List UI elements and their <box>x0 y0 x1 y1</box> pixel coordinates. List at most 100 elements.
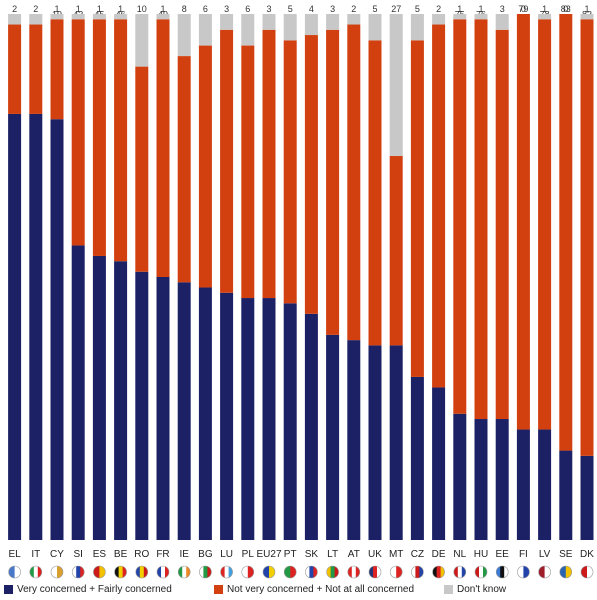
data-label: 0 <box>521 4 526 14</box>
bar-segment <box>368 14 382 41</box>
category-label: PT <box>284 549 297 560</box>
data-label: 5 <box>288 4 293 14</box>
bar-segment <box>71 245 85 540</box>
bar-segment <box>538 14 552 20</box>
bar-segment <box>347 340 361 540</box>
data-label: 1 <box>160 4 165 14</box>
category-label: DK <box>580 549 594 560</box>
data-label: 3 <box>500 4 505 14</box>
bar-segment <box>8 113 22 540</box>
category-label: EL <box>8 549 21 560</box>
legend-label: Very concerned + Fairly concerned <box>17 584 172 595</box>
bar-segment <box>241 45 255 299</box>
flag-outline <box>177 565 191 579</box>
category-label: EE <box>496 549 510 560</box>
data-label: 3 <box>224 4 229 14</box>
bar-segment <box>220 29 234 293</box>
bar-segment <box>29 24 43 114</box>
data-label: 27 <box>391 4 401 14</box>
bar-segment <box>114 19 128 262</box>
category-label: NL <box>453 549 466 560</box>
category-label: LV <box>539 549 551 560</box>
legend-item: Very concerned + Fairly concerned <box>4 584 172 595</box>
bar-segment <box>283 14 297 41</box>
flag-icon <box>517 566 530 578</box>
category-label: ES <box>93 549 107 560</box>
bar-segment <box>114 14 128 20</box>
category-label: IT <box>31 549 40 560</box>
bar-segment <box>432 387 446 540</box>
data-label: 10 <box>137 4 147 14</box>
bar-segment <box>198 14 212 46</box>
flag-icon <box>263 566 275 578</box>
bar-segment <box>220 292 234 540</box>
bar-segment <box>29 113 43 540</box>
data-label: 5 <box>415 4 420 14</box>
bar-segment <box>283 303 297 540</box>
data-label: 1 <box>76 4 81 14</box>
bar-segment <box>453 14 467 20</box>
category-label: SI <box>73 549 82 560</box>
legend-swatch <box>214 585 223 594</box>
flag-icon <box>157 566 169 578</box>
flag-icon <box>538 566 551 578</box>
bar-segment <box>8 14 22 25</box>
bar-segment <box>580 14 594 20</box>
bar-segment <box>559 450 573 540</box>
bar-segment <box>368 40 382 346</box>
category-label: EU27 <box>256 549 281 560</box>
bar-segment <box>368 345 382 540</box>
bar-segment <box>347 14 361 25</box>
bar-segment <box>410 40 424 377</box>
flag-icon <box>347 566 360 578</box>
bar-segment <box>177 56 191 283</box>
category-label: IE <box>179 549 189 560</box>
category-label: BE <box>114 549 128 560</box>
bar-segment <box>410 376 424 540</box>
category-label: HU <box>474 549 488 560</box>
flag-outline <box>389 565 403 579</box>
flag-icon <box>29 566 42 578</box>
bar-segment <box>135 14 149 67</box>
flag-outline <box>135 565 149 579</box>
bar-segment <box>559 14 573 451</box>
bar-segment <box>326 14 340 30</box>
bar-segment <box>432 24 446 388</box>
bar-segment <box>516 429 530 540</box>
data-label: 1 <box>542 4 547 14</box>
flag-outline <box>8 565 21 579</box>
legend-item: Not very concerned + Not at all concerne… <box>214 584 414 595</box>
category-label: LT <box>327 549 338 560</box>
flag-icon <box>114 566 127 578</box>
bar-segment <box>304 313 318 540</box>
bar-segment <box>347 24 361 341</box>
bar-segment <box>29 14 43 25</box>
bar-segment <box>389 14 403 157</box>
flag-icon <box>135 566 148 578</box>
flag-outline <box>580 565 594 579</box>
bar-segment <box>389 156 403 346</box>
bar-segment <box>326 334 340 540</box>
category-label: PL <box>242 549 255 560</box>
category-label: SK <box>305 549 319 560</box>
bar-segment <box>283 40 297 304</box>
bar-segment <box>71 19 85 246</box>
category-label: FR <box>156 549 169 560</box>
bar-segment <box>326 29 340 335</box>
flag-outline <box>156 565 170 579</box>
bar-segment <box>156 19 170 277</box>
bar-segment <box>198 287 212 540</box>
data-label: 3 <box>266 4 271 14</box>
data-label: 6 <box>245 4 250 14</box>
bar-segment <box>538 429 552 540</box>
bar-segment <box>580 455 594 540</box>
bar-segment <box>474 419 488 540</box>
bar-segment <box>495 419 509 540</box>
data-label: 2 <box>33 4 38 14</box>
bar-segment <box>389 345 403 540</box>
bar-segment <box>241 298 255 540</box>
data-label: 4 <box>309 4 314 14</box>
flag-outline <box>262 565 276 579</box>
flag-outline <box>432 565 445 579</box>
flag-outline <box>220 565 233 579</box>
